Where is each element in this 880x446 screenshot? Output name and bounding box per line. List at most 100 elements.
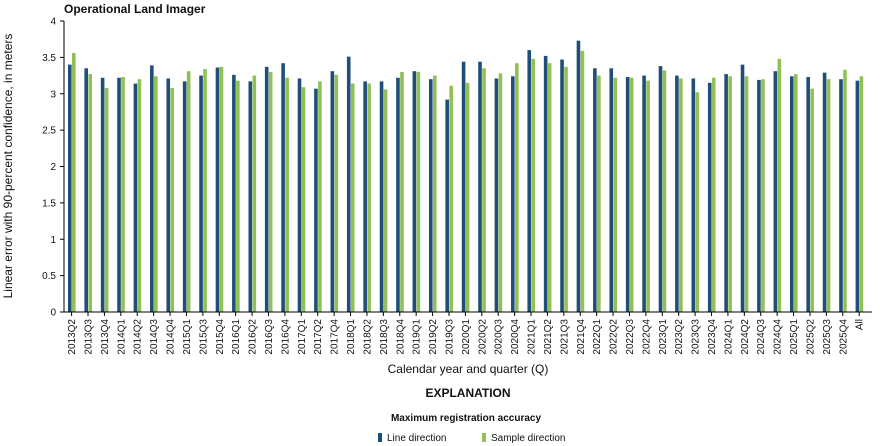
- y-tick-label: 4: [50, 17, 56, 28]
- legend-label-line: Line direction: [387, 433, 446, 444]
- x-axis-title: Calendar year and quarter (Q): [388, 362, 549, 376]
- x-tick-label: 2017Q2: [313, 319, 324, 355]
- bar-sample-direction: [416, 71, 421, 312]
- bar-line-direction: [346, 56, 351, 313]
- x-tick-label: 2015Q4: [215, 319, 226, 355]
- bar-sample-direction: [777, 58, 782, 312]
- x-tick-label: 2022Q3: [625, 319, 636, 355]
- bar-line-direction: [363, 81, 367, 312]
- bar-line-direction: [773, 71, 778, 312]
- bar-sample-direction: [826, 79, 831, 312]
- x-tick-label: 2018Q3: [379, 319, 390, 355]
- bar-line-direction: [757, 79, 761, 313]
- bar-line-direction: [527, 50, 532, 312]
- bar-line-direction: [560, 59, 564, 313]
- legend-swatch-sample: [482, 433, 486, 442]
- bar-sample-direction: [236, 80, 240, 312]
- x-tick-label: 2015Q3: [198, 319, 209, 355]
- bar-sample-direction: [170, 87, 175, 313]
- bar-line-direction: [543, 55, 548, 313]
- x-tick-label: 2021Q3: [559, 319, 570, 355]
- bar-sample-direction: [859, 76, 864, 312]
- x-tick-label: 2023Q2: [674, 319, 685, 355]
- bar-sample-direction: [449, 85, 453, 312]
- bar-line-direction: [806, 77, 810, 312]
- bar-sample-direction: [662, 70, 667, 312]
- y-tick-label: 0.5: [42, 271, 56, 282]
- x-tick-label: 2020Q1: [461, 319, 472, 355]
- bar-line-direction: [724, 74, 728, 312]
- bar-line-direction: [789, 76, 794, 312]
- bar-sample-direction: [793, 74, 798, 312]
- bar-sample-direction: [597, 75, 601, 312]
- chart-title: Operational Land Imager: [64, 2, 206, 16]
- x-tick-label: All: [855, 319, 866, 330]
- bars: [68, 40, 864, 313]
- x-tick-label: 2024Q4: [773, 319, 784, 355]
- bar-line-direction: [855, 80, 860, 312]
- bar-sample-direction: [72, 53, 76, 312]
- bar-line-direction: [691, 78, 696, 312]
- bar-sample-direction: [679, 78, 683, 312]
- bar-sample-direction: [646, 80, 650, 312]
- bar-line-direction: [68, 64, 72, 313]
- bar-line-direction: [609, 68, 614, 312]
- bar-line-direction: [675, 75, 679, 312]
- x-tick-label: 2021Q2: [543, 319, 554, 355]
- bar-sample-direction: [810, 88, 814, 312]
- bar-sample-direction: [400, 71, 404, 312]
- bar-line-direction: [478, 61, 482, 312]
- bar-line-direction: [264, 66, 269, 313]
- y-tick-label: 2: [50, 162, 56, 173]
- y-tick-label: 1.5: [42, 198, 56, 209]
- bar-line-direction: [576, 40, 581, 313]
- bar-sample-direction: [728, 76, 732, 312]
- x-tick-label: 2016Q3: [264, 319, 275, 355]
- bar-line-direction: [658, 66, 663, 312]
- bar-sample-direction: [203, 69, 207, 312]
- bar-sample-direction: [334, 74, 339, 313]
- x-tick-label: 2019Q2: [428, 319, 439, 355]
- x-tick-label: 2017Q1: [297, 319, 308, 355]
- bar-sample-direction: [761, 79, 765, 312]
- bar-line-direction: [494, 78, 499, 312]
- x-tick-label: 2024Q3: [756, 319, 767, 355]
- bar-sample-direction: [843, 69, 847, 313]
- bar-sample-direction: [498, 73, 503, 312]
- bar-line-direction: [707, 82, 712, 313]
- bar-line-direction: [182, 81, 187, 312]
- bar-sample-direction: [121, 77, 125, 312]
- x-tick-label: 2013Q4: [100, 319, 111, 355]
- bar-line-direction: [281, 63, 285, 312]
- x-tick-label: 2014Q2: [133, 319, 144, 355]
- bar-sample-direction: [318, 81, 322, 312]
- y-axis: 0 0.5 1 1.5 2 2.5 3 3.5 4: [42, 17, 65, 319]
- bar-line-direction: [330, 71, 335, 312]
- bar-line-direction: [625, 77, 630, 312]
- bar-line-direction: [166, 78, 171, 312]
- bar-line-direction: [839, 79, 843, 312]
- legend-label-sample: Sample direction: [491, 433, 565, 444]
- x-tick-label: 2014Q1: [116, 319, 127, 355]
- bar-sample-direction: [613, 77, 618, 313]
- x-tick-label: 2014Q4: [166, 319, 177, 355]
- x-tick-label: 2015Q1: [182, 319, 193, 355]
- bar-sample-direction: [154, 76, 158, 312]
- bar-sample-direction: [531, 58, 536, 312]
- bar-sample-direction: [695, 92, 700, 312]
- bar-line-direction: [199, 75, 203, 312]
- y-tick-label: 3.5: [42, 53, 56, 64]
- x-tick-label: 2019Q1: [412, 319, 423, 355]
- bar-sample-direction: [711, 77, 716, 313]
- bar-sample-direction: [350, 83, 355, 312]
- bar-sample-direction: [186, 71, 191, 312]
- x-tick-label: 2014Q3: [149, 319, 160, 355]
- x-tick-label: 2023Q1: [658, 319, 669, 355]
- bar-line-direction: [593, 68, 597, 312]
- legend-swatch-line: [378, 433, 382, 442]
- x-tick-label: 2021Q4: [576, 319, 587, 355]
- bar-sample-direction: [564, 66, 568, 313]
- y-tick-label: 2.5: [42, 126, 56, 137]
- x-tick-label: 2018Q1: [346, 319, 357, 355]
